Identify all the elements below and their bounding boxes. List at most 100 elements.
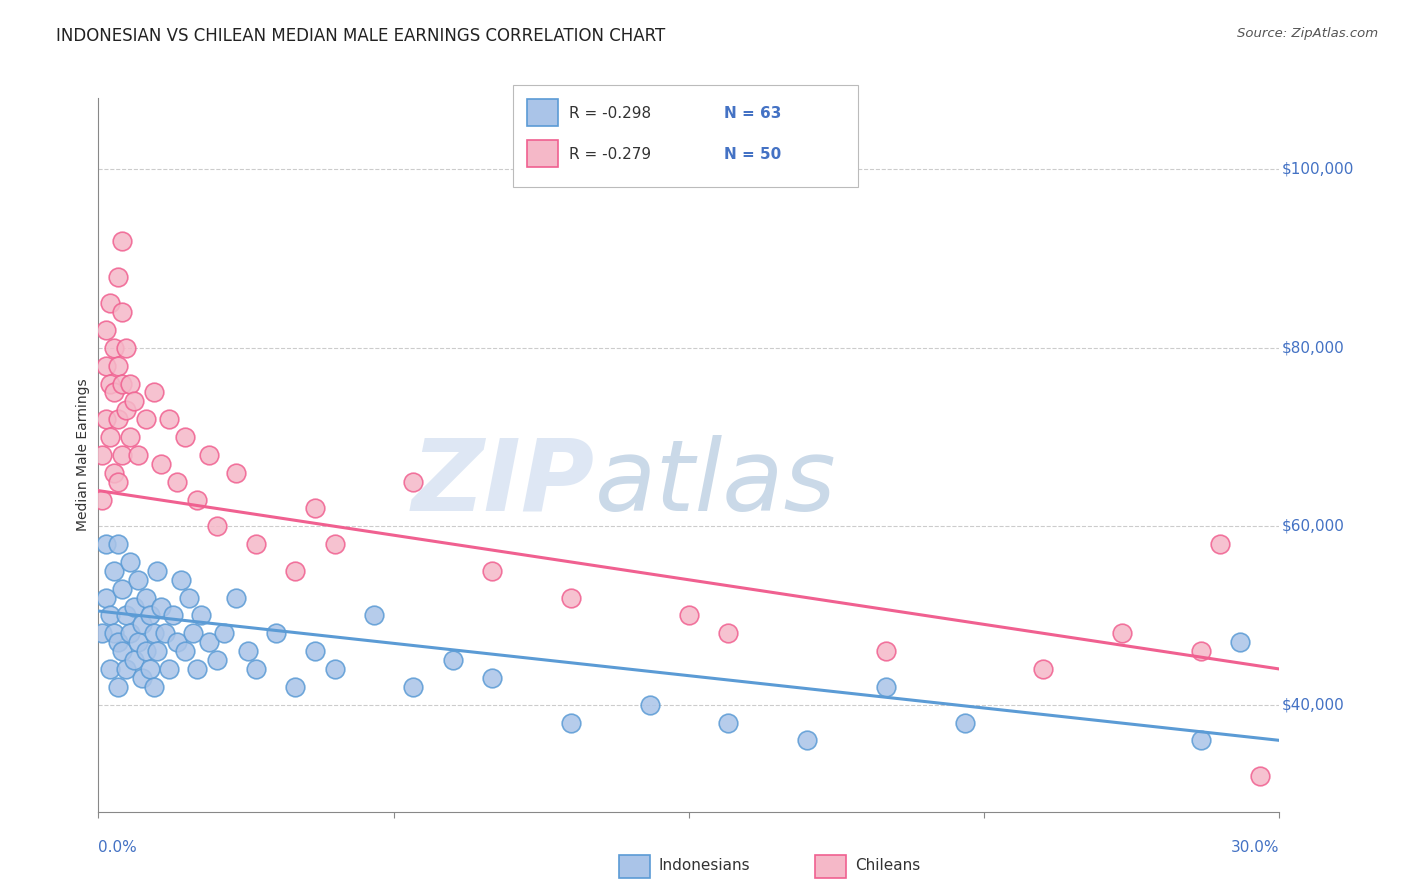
Point: [174, 644, 197, 658]
Point: [122, 653, 145, 667]
Point: [103, 466, 125, 480]
Point: [96, 359, 118, 373]
Point: [135, 591, 157, 605]
Point: [146, 644, 169, 658]
Text: atlas: atlas: [595, 435, 837, 532]
Point: [135, 644, 157, 658]
Point: [115, 608, 138, 623]
Point: [155, 626, 177, 640]
Point: [284, 564, 307, 578]
Point: [107, 680, 129, 694]
Point: [170, 573, 193, 587]
Point: [98, 376, 121, 391]
Point: [98, 662, 121, 676]
Point: [111, 234, 134, 248]
Point: [150, 599, 173, 614]
Point: [323, 537, 346, 551]
Point: [107, 412, 129, 426]
Point: [118, 626, 141, 640]
Point: [111, 376, 134, 391]
Point: [131, 617, 153, 632]
Point: [186, 492, 208, 507]
Point: [135, 412, 157, 426]
Point: [127, 448, 149, 462]
Point: [98, 430, 121, 444]
Point: [1229, 635, 1251, 649]
Point: [162, 608, 184, 623]
Point: [157, 662, 180, 676]
Point: [91, 448, 114, 462]
Point: [236, 644, 259, 658]
Point: [96, 591, 118, 605]
Point: [190, 608, 212, 623]
Point: [953, 715, 976, 730]
Point: [796, 733, 818, 747]
Point: [560, 715, 582, 730]
Point: [157, 412, 180, 426]
Point: [122, 394, 145, 409]
Point: [205, 653, 228, 667]
Point: [323, 662, 346, 676]
Point: [875, 680, 897, 694]
Point: [1032, 662, 1054, 676]
Text: 0.0%: 0.0%: [98, 840, 138, 855]
Point: [146, 564, 169, 578]
Point: [115, 341, 138, 355]
Point: [245, 662, 267, 676]
Point: [98, 608, 121, 623]
Point: [138, 662, 160, 676]
Text: Source: ZipAtlas.com: Source: ZipAtlas.com: [1237, 27, 1378, 40]
Point: [481, 671, 503, 685]
Point: [111, 644, 134, 658]
Text: Indonesians: Indonesians: [658, 858, 749, 872]
Point: [181, 626, 204, 640]
Point: [127, 635, 149, 649]
Text: R = -0.279: R = -0.279: [569, 147, 651, 161]
Point: [197, 635, 219, 649]
Point: [103, 341, 125, 355]
Point: [205, 519, 228, 533]
Point: [150, 457, 173, 471]
Point: [1189, 733, 1212, 747]
Point: [122, 599, 145, 614]
Point: [111, 448, 134, 462]
Point: [138, 608, 160, 623]
Point: [111, 305, 134, 319]
Point: [142, 626, 165, 640]
Point: [142, 680, 165, 694]
Point: [166, 635, 188, 649]
Point: [174, 430, 197, 444]
Point: [103, 626, 125, 640]
Point: [284, 680, 307, 694]
Point: [98, 296, 121, 310]
Point: [91, 626, 114, 640]
Y-axis label: Median Male Earnings: Median Male Earnings: [76, 378, 90, 532]
Point: [875, 644, 897, 658]
Point: [304, 644, 326, 658]
Text: $40,000: $40,000: [1282, 698, 1344, 712]
Point: [107, 635, 129, 649]
Point: [107, 269, 129, 284]
Point: [107, 475, 129, 489]
Text: $60,000: $60,000: [1282, 519, 1344, 533]
Point: [115, 403, 138, 417]
Text: N = 63: N = 63: [724, 106, 782, 120]
Point: [264, 626, 287, 640]
Point: [131, 671, 153, 685]
Point: [103, 564, 125, 578]
Point: [441, 653, 464, 667]
Text: ZIP: ZIP: [412, 435, 595, 532]
Point: [103, 385, 125, 400]
Point: [186, 662, 208, 676]
Text: N = 50: N = 50: [724, 147, 782, 161]
Text: INDONESIAN VS CHILEAN MEDIAN MALE EARNINGS CORRELATION CHART: INDONESIAN VS CHILEAN MEDIAN MALE EARNIN…: [56, 27, 665, 45]
Point: [678, 608, 700, 623]
Point: [111, 582, 134, 596]
Point: [142, 385, 165, 400]
Point: [1189, 644, 1212, 658]
Point: [107, 537, 129, 551]
Point: [402, 680, 425, 694]
Point: [115, 662, 138, 676]
Text: $80,000: $80,000: [1282, 341, 1344, 355]
Point: [91, 492, 114, 507]
